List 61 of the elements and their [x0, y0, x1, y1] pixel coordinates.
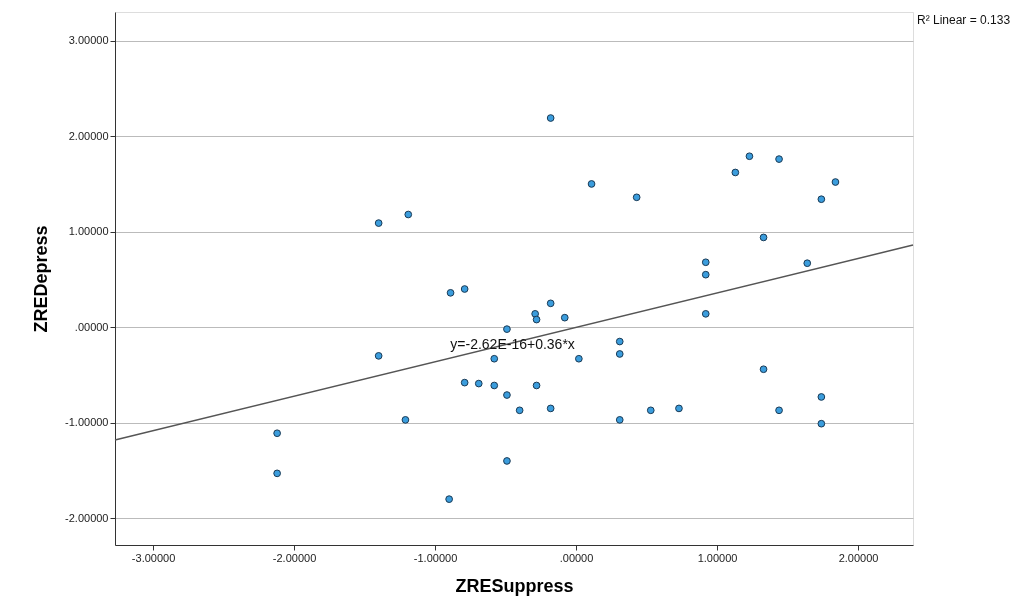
point	[615, 350, 624, 358]
point	[273, 469, 281, 478]
point	[632, 193, 641, 202]
point	[503, 391, 511, 399]
point	[745, 152, 754, 161]
point	[374, 352, 383, 360]
point	[445, 495, 453, 503]
x-tick-label: -3.00000	[131, 551, 176, 564]
x-tick-label: 2.00000	[838, 551, 879, 564]
point	[446, 288, 455, 297]
point	[546, 114, 555, 122]
point	[646, 406, 655, 415]
y-tick-label: 3.00000	[68, 34, 109, 47]
point	[731, 168, 740, 177]
point	[803, 259, 812, 268]
point	[503, 325, 511, 333]
y-tick-label: .00000	[74, 320, 109, 333]
y-axis-title: ZREDepress	[31, 225, 52, 333]
point	[474, 379, 483, 388]
point	[546, 404, 555, 413]
text: R² Linear = 0.133	[917, 13, 1011, 27]
point	[817, 393, 826, 401]
point	[401, 416, 410, 424]
point	[404, 210, 413, 219]
point	[273, 429, 281, 438]
point	[490, 381, 499, 390]
y-tick-label: -2.00000	[65, 511, 109, 524]
point	[831, 178, 840, 186]
x-tick-label: -2.00000	[272, 551, 317, 564]
point	[615, 416, 624, 424]
point	[546, 299, 555, 308]
point	[490, 354, 499, 363]
point	[615, 337, 624, 346]
point	[460, 285, 469, 293]
x-tick-label: .00000	[559, 551, 594, 564]
point	[560, 313, 569, 322]
point	[675, 404, 683, 413]
y-tick-label: 1.00000	[68, 225, 109, 238]
x-axis-title: ZRESuppress	[455, 575, 574, 596]
y-tick-label: 2.00000	[68, 129, 109, 142]
x-tick-label: -1.00000	[413, 551, 458, 564]
point	[775, 155, 783, 163]
point	[817, 195, 826, 204]
point	[587, 180, 596, 188]
point	[701, 270, 710, 279]
point	[531, 309, 539, 318]
point	[532, 381, 541, 390]
point	[701, 258, 710, 267]
point	[701, 309, 710, 318]
point	[503, 457, 511, 465]
point	[775, 406, 783, 415]
point	[575, 354, 583, 363]
point	[817, 419, 826, 428]
point	[460, 378, 469, 387]
point	[515, 406, 524, 415]
point	[759, 233, 768, 242]
point	[759, 365, 768, 374]
point	[532, 315, 541, 324]
x-tick-label: 1.00000	[697, 551, 738, 564]
point	[374, 219, 383, 227]
y-tick-label: -1.00000	[65, 416, 109, 429]
